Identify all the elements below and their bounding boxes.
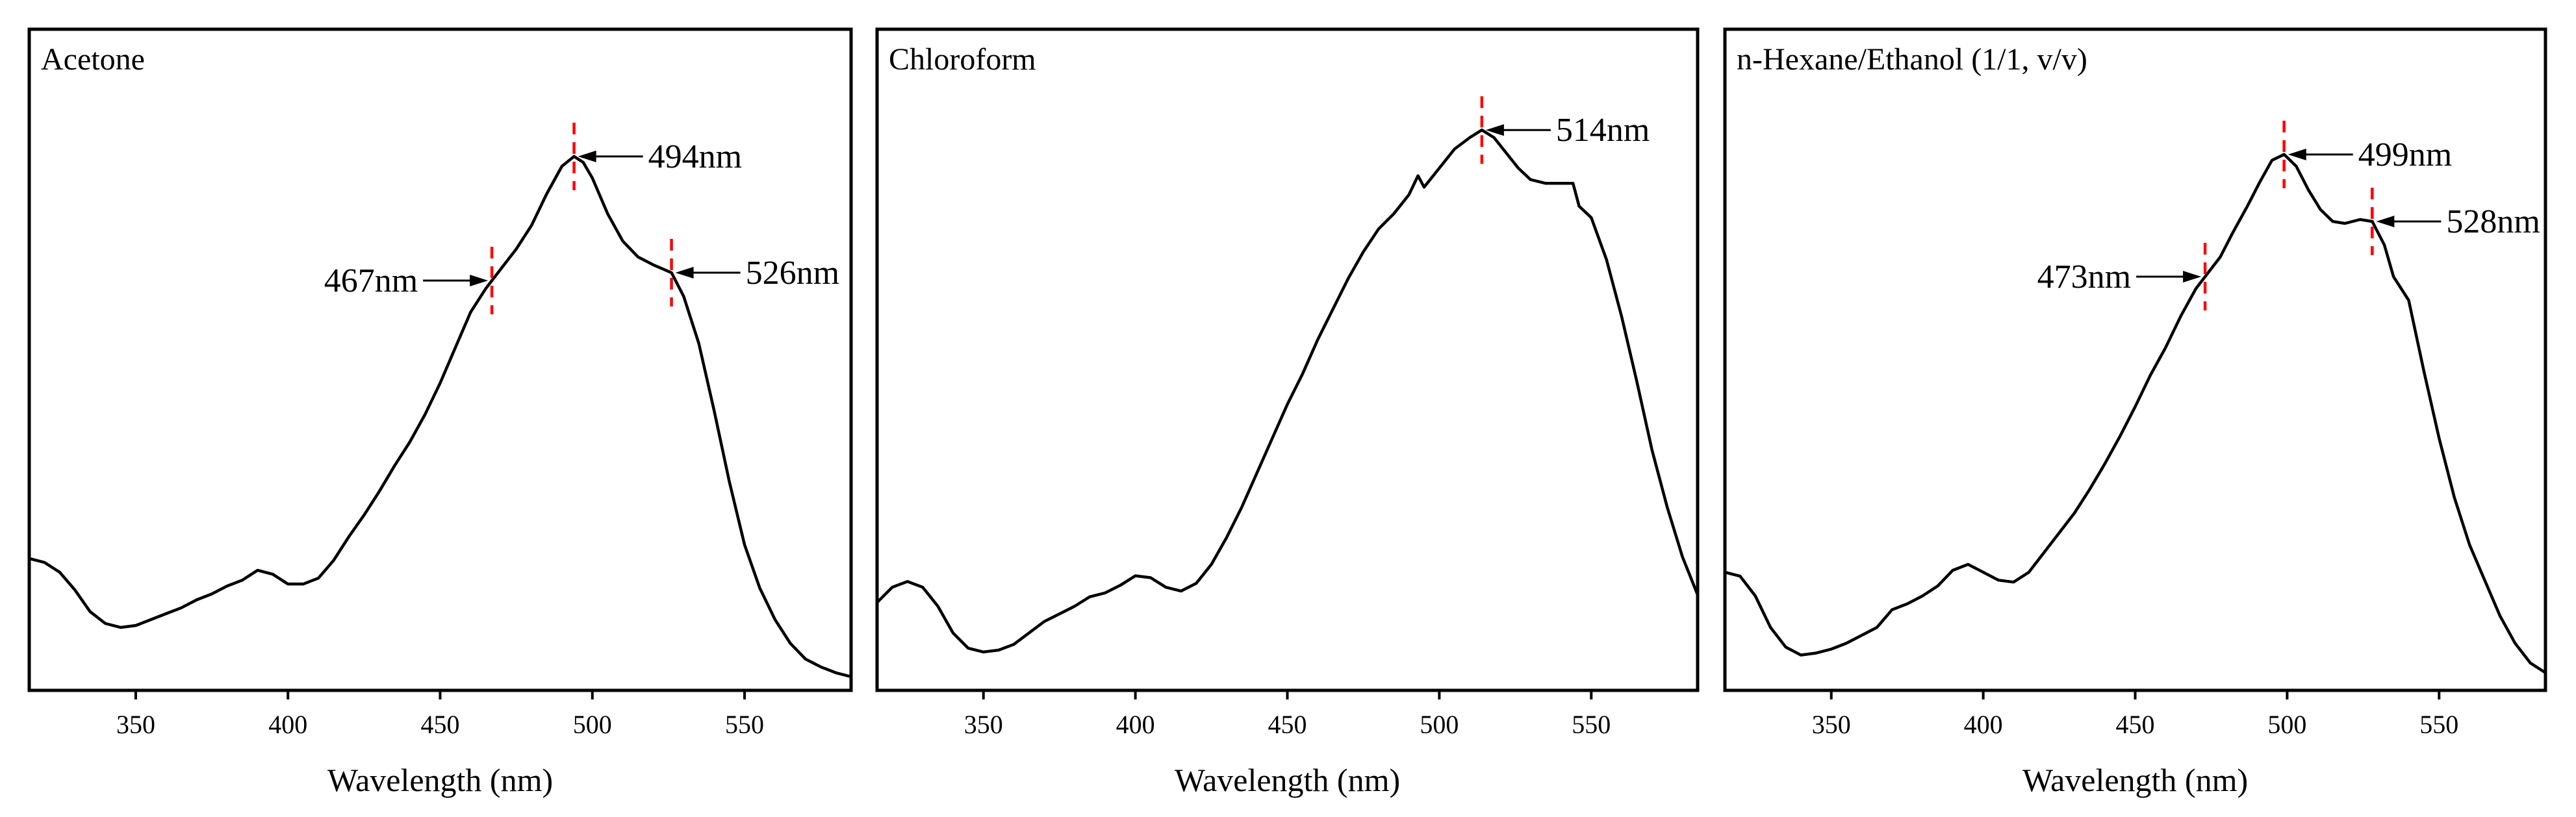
- annotation-arrowhead: [675, 266, 694, 279]
- x-tick-label: 350: [964, 710, 1003, 739]
- annotation-label: 514nm: [1556, 112, 1650, 149]
- x-tick-label: 350: [116, 710, 155, 739]
- chart-panel-2: Chloroform 350 400 450 500 550 Wavelength (nm)…: [875, 27, 1700, 798]
- panel-title: n-Hexane/Ethanol (1/1, v/v): [1737, 42, 2087, 77]
- annotation-arrowhead: [470, 275, 489, 287]
- panel-title: Acetone: [41, 42, 145, 77]
- x-axis-label: Wavelength (nm): [327, 762, 553, 798]
- annotation-label: 473nm: [2037, 258, 2131, 295]
- annotation-label: 528nm: [2446, 203, 2540, 240]
- series-line-1: [29, 155, 852, 679]
- x-tick-label: 550: [1572, 710, 1611, 739]
- x-tick-label: 550: [725, 710, 764, 739]
- x-axis-label: Wavelength (nm): [2022, 762, 2248, 798]
- series-line-1: [876, 128, 1700, 654]
- annotation-arrowhead: [2288, 148, 2306, 160]
- chart-panel-3: n-Hexane/Ethanol (1/1, v/v) 350 400 450 500 5…: [1723, 27, 2547, 798]
- x-tick-label: 450: [1268, 710, 1307, 739]
- x-tick-label: 350: [1812, 710, 1851, 739]
- x-axis-label: Wavelength (nm): [1175, 762, 1400, 798]
- series-line-1: [1724, 153, 2547, 674]
- annotation-arrowhead: [578, 150, 596, 162]
- annotation-arrowhead: [2183, 270, 2202, 283]
- annotation-arrowhead: [2376, 216, 2395, 227]
- plot-frame: [27, 27, 853, 692]
- annotation-label: 467nm: [324, 262, 418, 299]
- panel-title: Chloroform: [889, 42, 1036, 77]
- x-tick-label: 400: [268, 710, 307, 739]
- x-tick-label: 450: [2116, 710, 2155, 739]
- annotation-label: 494nm: [648, 138, 742, 175]
- chart-panel-1: Acetone 350 400 450 500 550 Wavelength (nm) 467…: [27, 27, 853, 798]
- x-tick-label: 400: [1116, 710, 1155, 739]
- x-tick-label: 500: [2267, 710, 2306, 739]
- annotation-arrowhead: [1485, 124, 1504, 136]
- x-tick-label: 500: [1420, 710, 1459, 739]
- annotation-label: 526nm: [746, 255, 839, 292]
- x-tick-label: 550: [2419, 710, 2458, 739]
- x-tick-label: 400: [1964, 710, 2003, 739]
- annotation-label: 499nm: [2358, 136, 2452, 173]
- x-tick-label: 500: [573, 710, 612, 739]
- x-tick-label: 450: [421, 710, 460, 739]
